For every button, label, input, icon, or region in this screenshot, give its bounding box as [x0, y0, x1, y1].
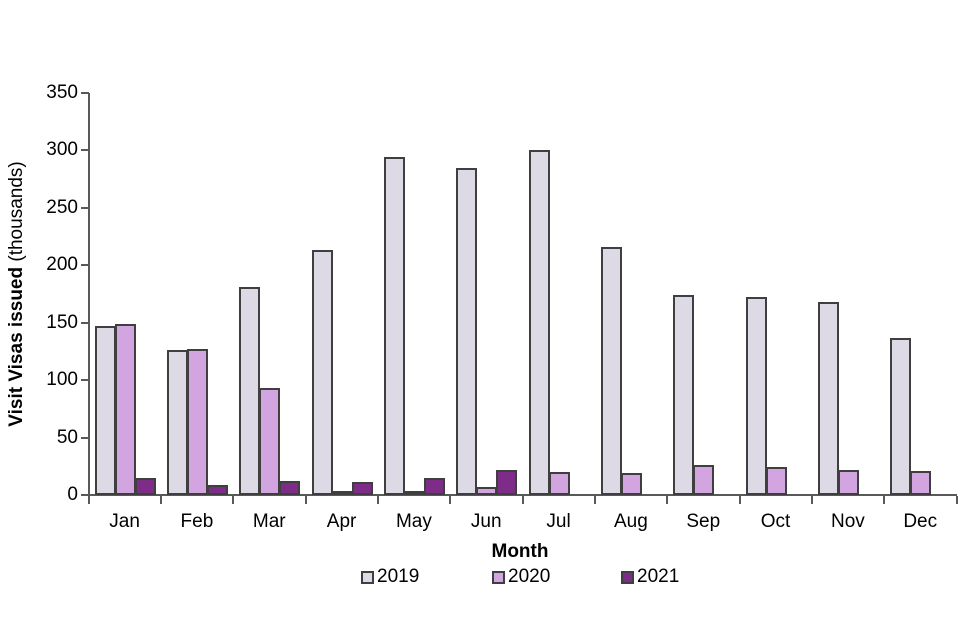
legend-item-2020: 2020: [492, 564, 550, 590]
legend-swatch-2019: [361, 570, 374, 584]
legend-swatch-2021: [621, 570, 634, 584]
x-category-label: Dec: [903, 511, 938, 532]
x-tick-mark: [521, 496, 524, 504]
x-tick-mark: [666, 496, 669, 504]
x-tick-mark: [159, 496, 162, 504]
bar-2021-apr: [351, 482, 373, 495]
legend-label-2019: 2019: [377, 566, 420, 587]
x-category-label: Nov: [830, 511, 865, 532]
legend: 2019 2020 2021: [0, 564, 960, 590]
x-tick-mark: [87, 496, 90, 504]
bar-2020-dec: [910, 471, 932, 495]
y-tick-mark: [81, 149, 89, 152]
bar-2020-aug: [620, 473, 642, 495]
y-tick-label: 150: [46, 311, 78, 333]
x-tick-mark: [883, 496, 886, 504]
x-category-label: Apr: [326, 511, 357, 532]
x-category-label: May: [395, 511, 432, 532]
y-tick-label: 300: [46, 139, 78, 161]
bar-2020-jul: [548, 472, 570, 495]
x-tick-mark: [593, 496, 596, 504]
x-tick-mark: [232, 496, 235, 504]
bar-2019-feb: [166, 350, 188, 495]
bar-2021-jan: [134, 478, 156, 495]
bar-2021-jun: [496, 470, 518, 495]
legend-item-2021: 2021: [621, 564, 679, 590]
x-tick-mark: [810, 496, 813, 504]
bar-2019-oct: [745, 297, 767, 495]
legend-item-2019: 2019: [361, 564, 419, 590]
x-axis-title: Month: [491, 541, 549, 562]
bar-2021-may: [423, 478, 445, 495]
bar-2019-nov: [817, 302, 839, 495]
y-tick-mark: [81, 92, 89, 94]
bar-2020-jan: [114, 324, 136, 495]
y-axis-line: [88, 93, 90, 496]
x-tick-mark: [304, 496, 307, 504]
x-category-label: Jun: [470, 511, 502, 532]
y-tick-mark: [81, 436, 89, 439]
x-tick-mark: [955, 496, 958, 504]
y-tick-label: 0: [67, 484, 78, 505]
y-tick-label: 350: [46, 82, 78, 103]
bar-2019-sep: [673, 295, 695, 495]
bar-2019-dec: [890, 338, 912, 495]
x-tick-mark: [376, 496, 379, 504]
x-category-label: Sep: [686, 511, 721, 532]
bar-2019-may: [383, 157, 405, 495]
bar-2020-jun: [476, 487, 498, 495]
x-category-label: Jul: [546, 511, 571, 532]
bar-2019-jun: [456, 168, 478, 495]
bar-2019-aug: [600, 247, 622, 495]
y-tick-label: 250: [46, 196, 78, 218]
bar-2019-apr: [311, 250, 333, 495]
bar-2020-nov: [837, 470, 859, 495]
bar-2020-mar: [259, 388, 281, 495]
bar-2019-jul: [528, 150, 550, 495]
bar-2020-sep: [693, 465, 715, 495]
y-tick-mark: [81, 264, 89, 267]
legend-label-2021: 2021: [637, 566, 680, 587]
bar-2021-mar: [279, 481, 301, 495]
legend-label-2020: 2020: [508, 566, 551, 587]
x-category-label: Oct: [760, 511, 791, 532]
bar-2020-may: [403, 491, 425, 495]
x-category-label: Aug: [614, 511, 648, 532]
x-category-label: Jan: [109, 511, 140, 532]
y-tick-label: 50: [56, 426, 78, 448]
legend-swatch-2020: [492, 570, 505, 584]
bar-2021-feb: [206, 485, 228, 495]
y-tick-mark: [81, 321, 89, 324]
bar-2019-jan: [94, 326, 116, 495]
y-axis-title: Visit Visas issued (thousands): [6, 161, 28, 426]
bar-2019-mar: [239, 287, 261, 495]
y-tick-label: 100: [46, 369, 78, 391]
y-tick-mark: [81, 379, 89, 382]
y-tick-mark: [81, 494, 89, 496]
x-tick-mark: [738, 496, 741, 504]
bar-2020-apr: [331, 491, 353, 495]
y-tick-label: 200: [46, 254, 78, 276]
bar-2020-feb: [186, 349, 208, 495]
x-category-label: Feb: [180, 511, 214, 532]
x-tick-mark: [449, 496, 452, 504]
y-axis-title-main: Visit Visas issued: [6, 266, 27, 427]
x-category-label: Mar: [252, 511, 286, 532]
x-axis-line: [88, 494, 957, 496]
y-axis-title-units: (thousands): [6, 161, 27, 267]
y-tick-mark: [81, 206, 89, 209]
bar-2020-oct: [765, 467, 787, 495]
